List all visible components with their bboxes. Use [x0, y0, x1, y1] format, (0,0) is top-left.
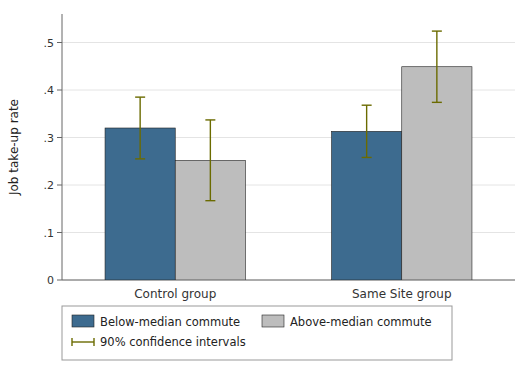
legend-swatch: [262, 315, 284, 327]
error-bar-stem: [139, 97, 140, 159]
legend-ci-cap: [71, 338, 72, 346]
legend-label: 90% confidence intervals: [100, 335, 246, 349]
error-bar-cap: [135, 96, 145, 97]
x-tick-label: Same Site group: [352, 287, 452, 301]
y-tick: [57, 232, 62, 233]
error-bar: [135, 97, 145, 159]
y-tick-label: .5: [44, 37, 55, 50]
legend-frame: [62, 306, 452, 360]
error-bar: [362, 105, 372, 157]
error-bar-cap: [362, 104, 372, 105]
error-bar-cap: [362, 157, 372, 158]
legend-ci-cap: [93, 338, 94, 346]
grid-line: [62, 42, 515, 43]
error-bar-cap: [205, 200, 215, 201]
y-tick: [57, 90, 62, 91]
error-bars: [135, 31, 442, 201]
legend: Below-median commute Above-median commute…: [62, 306, 452, 360]
error-bar-cap: [205, 119, 215, 120]
y-tick-label: 0: [47, 274, 54, 287]
chart-container: 0 .1 .2 .3 .4 .5 Job take-up rate Control group…: [0, 0, 528, 384]
error-bar-cap: [135, 158, 145, 159]
y-tick-label: .1: [44, 227, 55, 240]
error-bar-stem: [436, 31, 437, 102]
y-axis-line: [62, 14, 63, 280]
legend-swatch: [72, 315, 94, 327]
legend-ci-line: [72, 341, 94, 342]
y-tick-label: .3: [44, 132, 55, 145]
x-tick-label: Control group: [134, 287, 216, 301]
error-bar-stem: [366, 105, 367, 157]
legend-label: Below-median commute: [100, 315, 240, 329]
y-tick-label: .4: [44, 84, 55, 97]
y-axis-label: Job take-up rate: [7, 99, 21, 196]
y-tick: [57, 280, 62, 281]
y-tick: [57, 42, 62, 43]
error-bar: [205, 120, 215, 201]
error-bar-stem: [210, 120, 211, 201]
y-tick-label: .2: [44, 179, 55, 192]
error-bar-cap: [432, 102, 442, 103]
grid: [62, 43, 515, 281]
error-bar: [432, 31, 442, 102]
y-tick: [57, 185, 62, 186]
chart-svg: 0 .1 .2 .3 .4 .5 Job take-up rate Control group…: [0, 0, 528, 384]
error-bar-cap: [432, 30, 442, 31]
y-tick: [57, 137, 62, 138]
marks: [105, 67, 472, 280]
legend-label: Above-median commute: [290, 315, 432, 329]
y-axis: 0 .1 .2 .3 .4 .5: [44, 14, 516, 287]
